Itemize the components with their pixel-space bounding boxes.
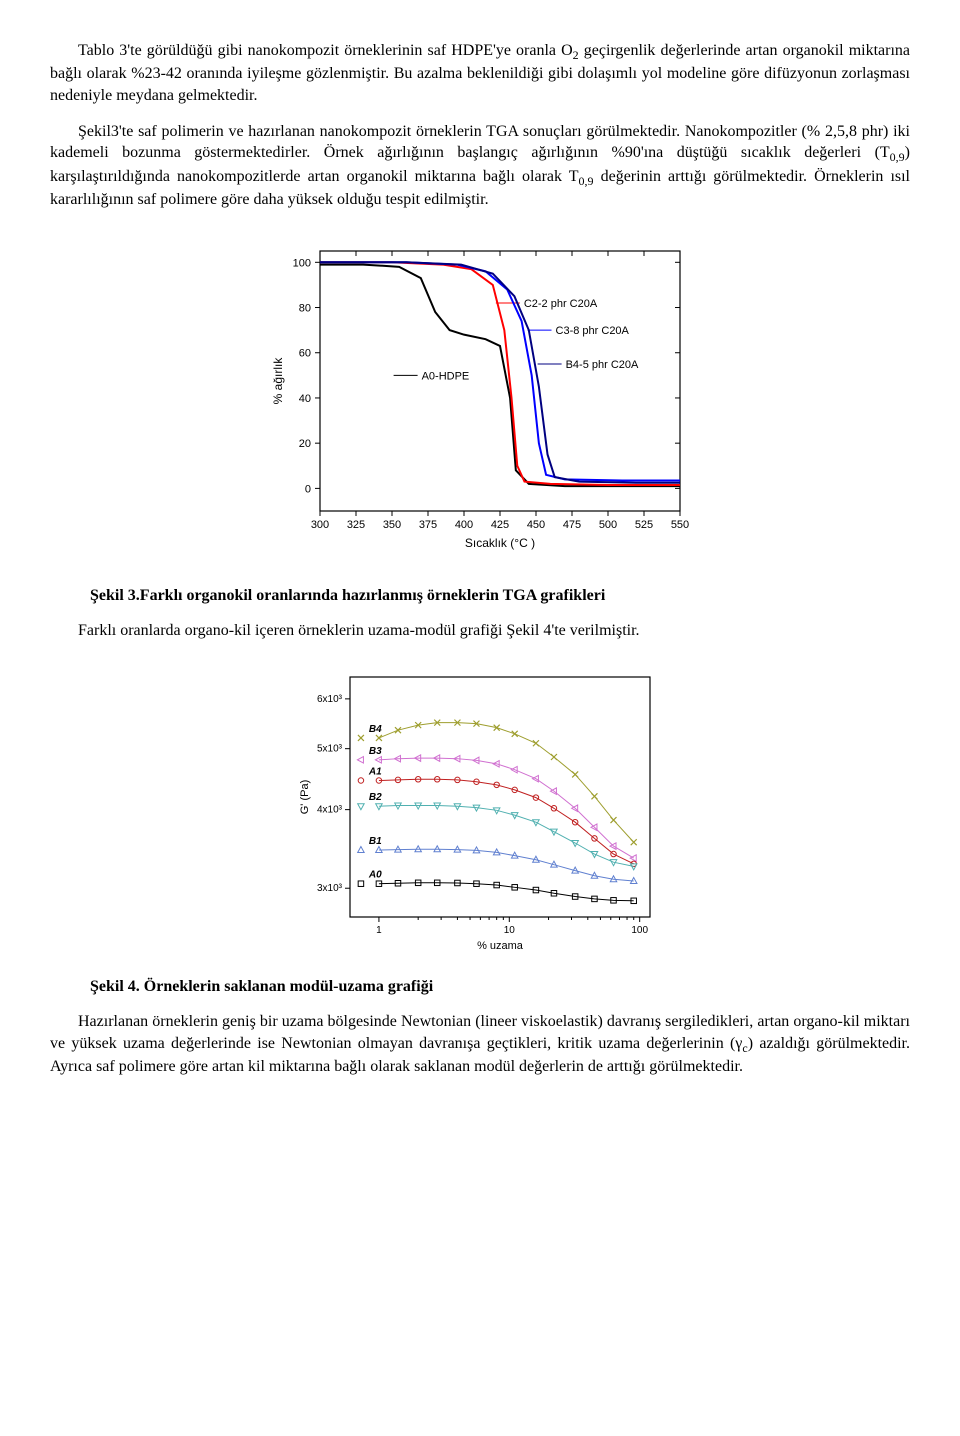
svg-text:550: 550 bbox=[671, 519, 689, 531]
paragraph-2: Şekil3'te saf polimerin ve hazırlanan na… bbox=[50, 121, 910, 211]
svg-text:20: 20 bbox=[299, 438, 311, 450]
svg-text:B4: B4 bbox=[369, 724, 382, 735]
svg-text:425: 425 bbox=[491, 519, 509, 531]
p1-text-a: Tablo 3'te görüldüğü gibi nanokompozit ö… bbox=[78, 42, 573, 59]
svg-text:3x10³: 3x10³ bbox=[317, 883, 343, 894]
tga-chart-container: 0 20 40 60 80 100 300 325 350 375 400 425 450 475 500 5… bbox=[50, 231, 910, 571]
svg-text:B1: B1 bbox=[369, 836, 382, 847]
svg-text:B4-5 phr C20A: B4-5 phr C20A bbox=[566, 359, 639, 371]
svg-text:G' (Pa): G' (Pa) bbox=[299, 779, 311, 814]
svg-text:525: 525 bbox=[635, 519, 653, 531]
svg-text:400: 400 bbox=[455, 519, 473, 531]
svg-text:300: 300 bbox=[311, 519, 329, 531]
figure-4-caption: Şekil 4. Örneklerin saklanan modül-uzama… bbox=[90, 976, 910, 998]
svg-text:100: 100 bbox=[293, 257, 311, 269]
svg-text:1: 1 bbox=[376, 925, 382, 936]
paragraph-3: Farklı oranlarda organo-kil içeren örnek… bbox=[50, 620, 910, 642]
svg-text:4x10³: 4x10³ bbox=[317, 804, 343, 815]
svg-text:B2: B2 bbox=[369, 792, 382, 803]
svg-text:500: 500 bbox=[599, 519, 617, 531]
svg-text:350: 350 bbox=[383, 519, 401, 531]
p2-text-a: Şekil3'te saf polimerin ve hazırlanan na… bbox=[50, 123, 910, 162]
p2-sub2: 0,9 bbox=[579, 174, 594, 188]
svg-text:325: 325 bbox=[347, 519, 365, 531]
svg-text:450: 450 bbox=[527, 519, 545, 531]
tga-chart: 0 20 40 60 80 100 300 325 350 375 400 425 450 475 500 5… bbox=[260, 231, 700, 571]
svg-text:40: 40 bbox=[299, 392, 311, 404]
svg-text:% uzama: % uzama bbox=[477, 940, 524, 952]
svg-text:6x10³: 6x10³ bbox=[317, 694, 343, 705]
svg-text:B3: B3 bbox=[369, 746, 382, 757]
svg-text:5x10³: 5x10³ bbox=[317, 743, 343, 754]
svg-text:80: 80 bbox=[299, 302, 311, 314]
svg-text:0: 0 bbox=[305, 483, 311, 495]
p2-sub1: 0,9 bbox=[890, 150, 905, 164]
svg-text:A0: A0 bbox=[368, 869, 382, 880]
svg-text:A1: A1 bbox=[368, 766, 382, 777]
svg-text:100: 100 bbox=[631, 925, 648, 936]
svg-text:10: 10 bbox=[504, 925, 516, 936]
svg-text:C3-8 phr C20A: C3-8 phr C20A bbox=[556, 325, 630, 337]
paragraph-1: Tablo 3'te görüldüğü gibi nanokompozit ö… bbox=[50, 40, 910, 107]
svg-text:60: 60 bbox=[299, 347, 311, 359]
modulus-chart: 3x10³ 4x10³ 5x10³ 6x10³ 1 10 100 % uzama G' (Pa)… bbox=[290, 662, 670, 962]
modulus-chart-container: 3x10³ 4x10³ 5x10³ 6x10³ 1 10 100 % uzama G' (Pa)… bbox=[50, 662, 910, 962]
svg-text:475: 475 bbox=[563, 519, 581, 531]
svg-text:% ağırlık: % ağırlık bbox=[271, 356, 285, 404]
svg-text:C2-2 phr C20A: C2-2 phr C20A bbox=[524, 298, 598, 310]
svg-text:A0-HDPE: A0-HDPE bbox=[422, 370, 470, 382]
svg-text:375: 375 bbox=[419, 519, 437, 531]
svg-text:Sıcaklık (°C ): Sıcaklık (°C ) bbox=[465, 536, 535, 550]
figure-3-caption: Şekil 3.Farklı organokil oranlarında haz… bbox=[90, 585, 910, 607]
paragraph-4: Hazırlanan örneklerin geniş bir uzama bö… bbox=[50, 1011, 910, 1078]
